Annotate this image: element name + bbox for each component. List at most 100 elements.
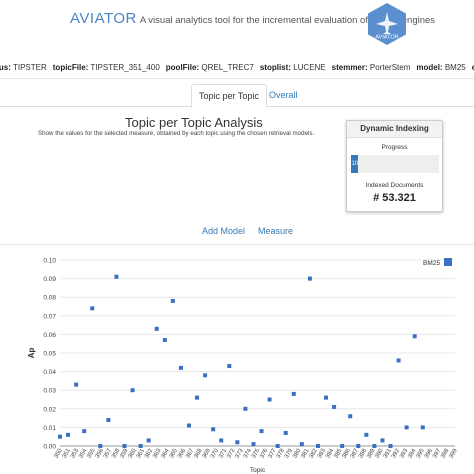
x-tick-label: 389 xyxy=(366,447,377,459)
data-point xyxy=(58,434,62,439)
x-axis-label: Topic xyxy=(250,467,266,474)
data-point xyxy=(356,444,361,448)
x-tick-label: 365 xyxy=(169,447,180,459)
chart-divider xyxy=(0,244,474,245)
data-point xyxy=(122,444,127,448)
config-item: stoplist: LUCENE xyxy=(259,63,326,72)
data-point xyxy=(146,438,151,443)
x-tick-label: 366 xyxy=(177,447,188,459)
x-tick-label: 369 xyxy=(202,447,213,459)
tab-overall[interactable]: Overall xyxy=(269,90,298,100)
config-key: topicFile xyxy=(52,63,86,72)
config-item: topicFile: TIPSTER_351_400 xyxy=(52,63,160,72)
data-point xyxy=(404,425,409,430)
data-point xyxy=(138,444,143,448)
measure-link[interactable]: Measure xyxy=(258,226,294,236)
y-axis-label: Ap xyxy=(27,348,36,359)
y-tick-label: 0.00 xyxy=(43,444,56,451)
data-point xyxy=(130,388,135,393)
data-point xyxy=(219,438,224,443)
chart-actions: Add Model Measure xyxy=(0,226,474,240)
x-tick-label: 354 xyxy=(78,447,89,459)
x-tick-label: 394 xyxy=(407,447,418,459)
data-point xyxy=(259,429,264,434)
x-tick-label: 397 xyxy=(432,447,443,459)
data-point xyxy=(348,414,353,419)
app-header: AVIATOR A visual analytics tool for the i… xyxy=(0,0,474,48)
x-tick-label: 388 xyxy=(358,447,369,459)
y-tick-label: 0.09 xyxy=(43,276,56,283)
data-point xyxy=(211,427,216,432)
data-point xyxy=(195,395,200,400)
x-tick-label: 399 xyxy=(449,447,460,459)
x-tick-label: 385 xyxy=(333,447,344,459)
config-value: PorterStem xyxy=(369,63,411,72)
config-value: LUCENE xyxy=(293,63,326,72)
x-tick-label: 373 xyxy=(235,447,246,459)
config-key: stemmer xyxy=(331,63,365,72)
data-point xyxy=(380,438,385,443)
ap-scatter-chart: 0.00 0.01 0.02 0.03 0.04 0.05 0.06 0.07 0.08 0.09… xyxy=(27,258,460,474)
x-tick-label: 380 xyxy=(292,447,303,459)
config-value: QREL_TREC7 xyxy=(201,63,254,72)
data-point xyxy=(412,334,417,339)
x-tick-label: 357 xyxy=(103,447,114,459)
legend-swatch xyxy=(444,258,452,266)
y-tick-label: 0.10 xyxy=(43,258,56,265)
app-tagline: A visual analytics tool for the incremen… xyxy=(139,15,436,26)
data-point xyxy=(154,326,159,331)
config-key: stoplist xyxy=(259,63,289,72)
panel-subtitle: Show the values for the selected measure… xyxy=(38,130,315,137)
x-tick-label: 387 xyxy=(350,447,361,459)
x-tick-label: 355 xyxy=(86,447,97,459)
x-tick-label: 398 xyxy=(440,447,451,459)
x-tick-label: 372 xyxy=(226,447,237,459)
x-tick-label: 350 xyxy=(54,447,65,459)
add-model-link[interactable]: Add Model xyxy=(202,226,246,236)
x-tick-label: 383 xyxy=(317,447,328,459)
y-tick-label: 0.03 xyxy=(43,388,56,395)
x-tick-label: 391 xyxy=(383,447,394,459)
progress-label: Progress xyxy=(381,144,408,151)
data-point xyxy=(364,432,369,437)
config-item: model: BM25 xyxy=(416,63,466,72)
indexed-documents-value: # 53.321 xyxy=(373,192,416,204)
y-tick-label: 0.07 xyxy=(43,313,56,320)
y-tick-label: 0.02 xyxy=(43,406,56,413)
brand: AVIATOR A visual analytics tool for the i… xyxy=(70,10,435,28)
x-tick-label: 367 xyxy=(185,447,196,459)
data-point xyxy=(114,274,119,279)
x-tick-label: 393 xyxy=(399,447,410,459)
x-tick-label: 378 xyxy=(276,447,287,459)
legend-label: BM25 xyxy=(423,260,440,267)
x-tick-label: 395 xyxy=(416,447,427,459)
data-point xyxy=(267,397,272,402)
y-tick-label: 0.05 xyxy=(43,351,56,358)
x-tick-label: 358 xyxy=(111,447,122,459)
data-point xyxy=(396,358,401,363)
config-item: evaluation meas: xyxy=(472,63,474,72)
data-point xyxy=(170,298,175,303)
data-point xyxy=(299,442,304,447)
app-name: AVIATOR xyxy=(70,10,137,27)
data-point xyxy=(315,444,320,448)
data-point xyxy=(106,417,111,422)
data-point xyxy=(66,432,71,437)
data-point xyxy=(372,444,377,448)
tab-topic-per-topic[interactable]: Topic per Topic xyxy=(191,84,267,108)
x-tick-label: 351 xyxy=(62,447,73,459)
x-tick-label: 368 xyxy=(193,447,204,459)
x-tick-label: 376 xyxy=(259,447,270,459)
x-tick-label: 374 xyxy=(243,447,254,459)
tab-bar: Topic per Topic Overall xyxy=(0,84,474,108)
x-tick-label: 392 xyxy=(391,447,402,459)
config-key: evaluation meas xyxy=(472,63,474,72)
x-tick-label: 381 xyxy=(300,447,311,459)
data-point xyxy=(74,382,79,387)
data-point xyxy=(275,444,280,448)
config-key: pus xyxy=(0,63,9,72)
data-point xyxy=(235,440,240,445)
data-point xyxy=(340,444,345,448)
x-tick-label: 360 xyxy=(128,447,139,459)
data-point xyxy=(307,276,312,281)
